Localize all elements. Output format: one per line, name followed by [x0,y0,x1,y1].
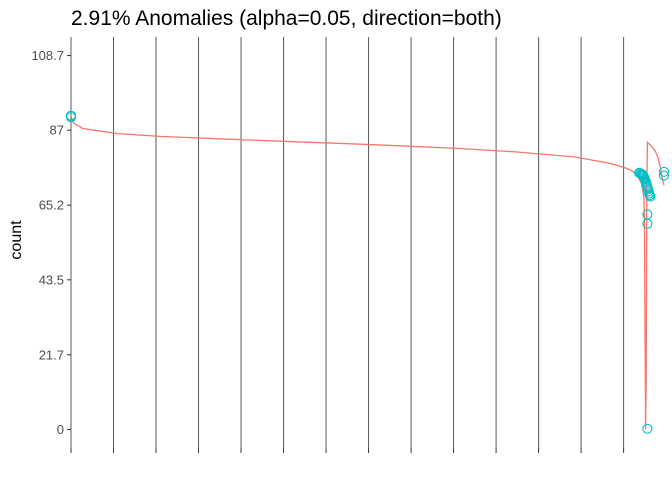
anomaly-point [65,112,77,123]
y-axis-label: count [8,220,25,260]
anomaly-point [658,170,670,181]
series-line [70,116,665,430]
anomaly-point [642,423,653,434]
y-tick-label: 0 [57,422,64,437]
anomaly-point [645,191,656,202]
plot-background [71,37,664,448]
y-tick-label: 21.7 [39,347,64,362]
anomaly-point [658,166,670,177]
y-tick-label: 87 [50,123,64,138]
y-tick-label: 43.5 [39,272,64,287]
anomaly-points [65,110,670,434]
line-layer [70,116,665,430]
y-tick-label: 108.7 [31,48,64,63]
grid-layer [70,37,625,448]
axis-layer: 0 21.7 43.5 65.2 87 108.7 [31,48,625,453]
chart-title: 2.91% Anomalies (alpha=0.05, direction=b… [71,7,502,30]
y-tick-label: 65.2 [39,198,64,213]
plot-panel [71,37,664,448]
anomaly-point [642,218,653,229]
